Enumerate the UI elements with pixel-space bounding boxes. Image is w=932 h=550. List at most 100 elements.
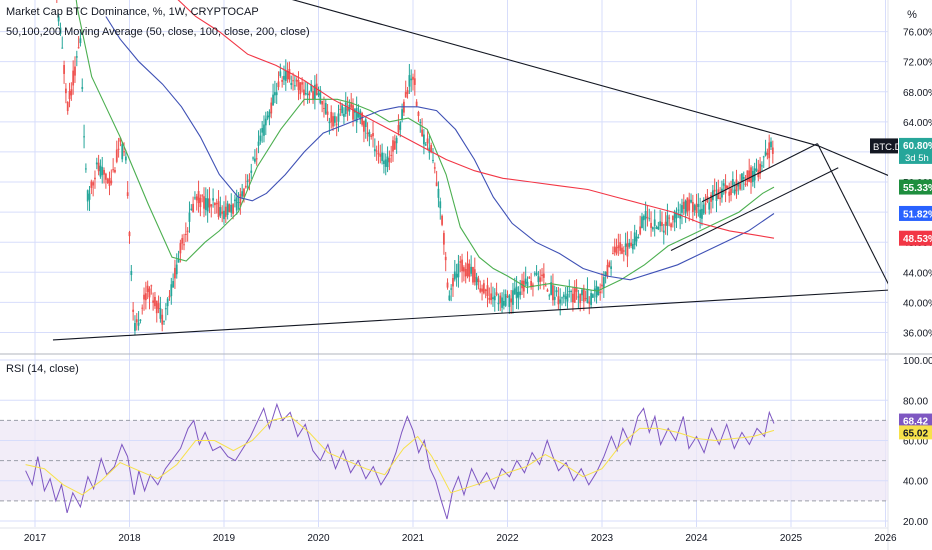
candle-up (83, 136, 85, 138)
candle-up (408, 75, 411, 87)
candle-down (608, 262, 611, 268)
candle-down (728, 191, 731, 196)
candle-up (272, 94, 274, 106)
candle-down (244, 185, 247, 188)
price-axis-label: 76.00% (903, 28, 932, 39)
candle-up (59, 27, 62, 34)
candle-up (697, 203, 700, 207)
ma-legend[interactable]: 50,100,200 Moving Average (50, close, 10… (6, 26, 310, 38)
candle-down (106, 179, 109, 183)
candle-down (312, 91, 314, 100)
candle-down (468, 263, 471, 278)
candle-down (730, 188, 732, 195)
rsi-axis-label: 20.00 (903, 517, 928, 528)
candle-up (526, 281, 529, 286)
candle-down (146, 285, 149, 292)
candle-down (601, 284, 603, 287)
candle-down (557, 296, 560, 305)
candle-up (566, 293, 569, 302)
candle-down (203, 196, 205, 209)
candle-up (235, 197, 238, 211)
candle-up (313, 84, 316, 100)
candle-down (214, 203, 216, 206)
candle-up (702, 204, 705, 214)
symbol-badge-text: BTC.D (873, 142, 902, 153)
candle-down (421, 129, 423, 137)
candle-down (224, 206, 227, 217)
candle-up (99, 165, 102, 177)
candle-down (94, 177, 96, 180)
candle-up (164, 308, 167, 310)
candle-up (166, 298, 169, 307)
candle-down (464, 268, 467, 277)
candle-up (223, 210, 225, 220)
candle-down (713, 189, 716, 192)
candle-down (208, 198, 211, 208)
candle-down (541, 274, 543, 277)
candle-down (622, 250, 625, 252)
candle-up (177, 258, 180, 263)
candle-up (317, 93, 320, 96)
candle-up (737, 184, 740, 187)
candle-down (299, 82, 302, 95)
candle-up (310, 84, 313, 92)
candle-up (577, 296, 580, 298)
candle-up (721, 188, 723, 198)
candle-up (548, 295, 551, 297)
time-axis-label: 2020 (307, 533, 330, 544)
candle-up (395, 137, 398, 144)
candle-up (95, 162, 98, 165)
candle-down (128, 232, 131, 237)
symbol-badge (870, 138, 898, 154)
symbol-title[interactable]: Market Cap BTC Dominance, %, 1W, CRYPTOC… (6, 6, 259, 18)
percent-scale-button[interactable]: % (907, 9, 917, 21)
candle-down (444, 256, 447, 261)
candle-up (533, 273, 536, 275)
candle-down (335, 123, 338, 125)
candle-up (134, 322, 136, 331)
candle-down (110, 180, 113, 184)
candle-up (635, 236, 638, 242)
candle-up (419, 121, 422, 124)
rsi-legend[interactable]: RSI (14, close) (6, 363, 79, 375)
candle-up (537, 276, 540, 283)
candle-up (475, 276, 478, 286)
candle-up (75, 56, 78, 58)
candle-down (546, 289, 549, 292)
candle-up (357, 112, 360, 118)
candle-up (268, 111, 271, 118)
candle-up (535, 272, 538, 276)
candle-down (433, 167, 436, 169)
candle-down (495, 292, 498, 296)
candle-up (602, 277, 605, 288)
candle-down (92, 182, 95, 186)
candle-up (593, 288, 596, 291)
candle-up (701, 208, 703, 219)
candle-down (506, 296, 509, 298)
candle-down (210, 204, 213, 207)
candle-up (761, 165, 763, 167)
candle-down (184, 234, 187, 236)
candle-down (323, 107, 325, 109)
candle-up (241, 191, 244, 197)
candle-down (688, 199, 691, 211)
candle-up (562, 294, 565, 298)
candle-down (397, 125, 400, 133)
candle-down (332, 116, 334, 127)
candle-down (281, 80, 284, 82)
price-axis-label: 68.00% (903, 88, 932, 99)
candle-up (172, 281, 175, 288)
candle-up (79, 38, 82, 44)
candle-up (306, 93, 309, 95)
candle-up (266, 115, 269, 119)
candle-up (81, 87, 84, 89)
candle-up (423, 134, 425, 145)
candle-down (744, 183, 747, 186)
candle-up (373, 149, 376, 152)
candle-down (691, 201, 694, 213)
candle-up (657, 226, 660, 230)
candle-down (768, 142, 771, 159)
candle-down (326, 111, 329, 115)
candle-down (615, 247, 618, 254)
